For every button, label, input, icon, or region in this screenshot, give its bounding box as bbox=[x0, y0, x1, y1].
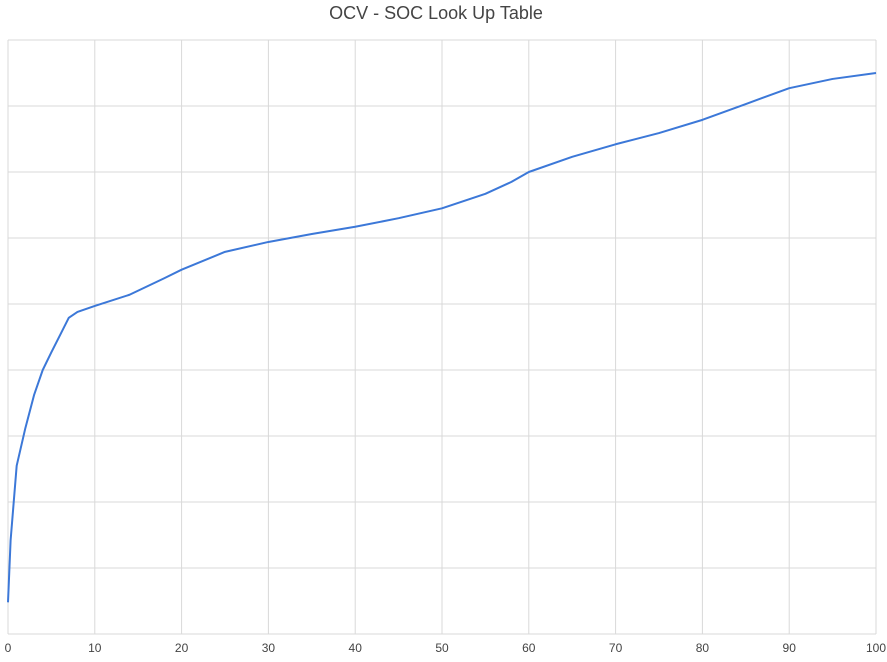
x-tick-label: 30 bbox=[262, 641, 276, 655]
data-line bbox=[7, 72, 877, 603]
x-tick-label: 50 bbox=[435, 641, 449, 655]
x-tick-label: 100 bbox=[866, 641, 886, 655]
x-tick-label: 0 bbox=[5, 641, 12, 655]
x-tick-label: 60 bbox=[522, 641, 536, 655]
x-tick-label: 70 bbox=[609, 641, 623, 655]
x-tick-label: 80 bbox=[696, 641, 710, 655]
x-tick-label: 40 bbox=[349, 641, 363, 655]
x-tick-label: 10 bbox=[88, 641, 102, 655]
x-tick-label: 90 bbox=[783, 641, 797, 655]
chart-title: OCV - SOC Look Up Table bbox=[329, 3, 543, 23]
x-tick-label: 20 bbox=[175, 641, 189, 655]
